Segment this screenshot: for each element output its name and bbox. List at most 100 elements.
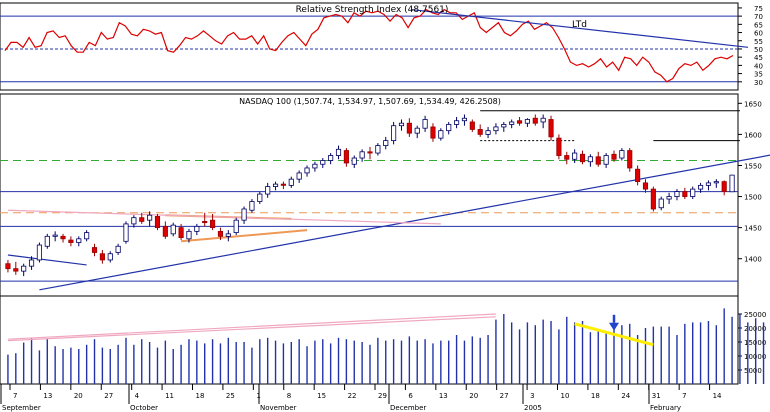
candle-body [194,225,200,232]
x-tick-label: 7 [13,392,17,400]
candle-body [674,191,680,197]
rsi-tick-label: 50 [754,46,763,54]
x-tick-label: 8 [287,392,291,400]
candle-body [60,235,66,240]
candle-body [13,268,19,272]
price-panel-frame [0,93,739,297]
x-tick-label: 18 [591,392,600,400]
candle-body [485,130,491,135]
candle-body [68,239,74,243]
candle-body [446,124,452,132]
x-tick-label: 27 [104,392,113,400]
candle-body [91,247,98,253]
candle-body [383,140,389,146]
candle-body [690,188,696,197]
volume-overlay-line [574,322,654,347]
candle-body [391,125,397,142]
x-month-label: November [260,404,297,412]
volume-tick-label: 25000 [744,311,766,319]
rsi-tick-label: 45 [754,54,763,62]
candle-body [233,219,239,234]
x-tick-label: 3 [530,392,534,400]
price-trendline [39,154,770,291]
candle-body [335,148,342,156]
x-month-label: October [130,404,158,412]
volume-panel-frame [0,295,739,385]
volume-tick-label: 5000 [744,367,762,375]
candle-body [241,208,247,221]
candle-body [461,117,468,122]
x-tick-label: 13 [439,392,448,400]
price-tick-label: 1600 [744,131,762,139]
candle-body [721,181,727,192]
x-tick-label: 6 [408,392,413,400]
candle-body [154,216,161,229]
candle-body [343,150,349,164]
candle-body [666,196,672,200]
candle-body [170,224,176,235]
candle-body [430,126,436,139]
candle-body [375,145,381,154]
candle-body [438,130,444,139]
candle-body [115,245,121,253]
candle-body [52,234,58,237]
rsi-line [4,8,734,83]
candle-body [516,120,523,124]
price-title: NASDAQ 100 (1,507.74, 1,534.97, 1,507.69… [239,97,501,106]
candle-body [76,238,82,243]
price-tick-label: 1550 [744,162,762,170]
candle-body [627,150,633,169]
rsi-tick-label: 40 [754,62,763,70]
x-tick-label: 31 [652,392,661,400]
candle-body [477,129,483,135]
candle-body [139,217,145,222]
candle-body [217,230,224,237]
candle-body [84,232,90,240]
candle-body [532,117,538,124]
candle-body [359,151,365,159]
x-tick-label: 7 [682,392,686,400]
candle-body [611,153,617,160]
candle-body [296,172,302,180]
candle-body [202,221,208,224]
x-tick-label: 22 [348,392,357,400]
candle-body [406,122,412,134]
candle-body [99,253,105,261]
candle-body [454,120,460,125]
x-tick-label: 10 [561,392,570,400]
candle-body [509,121,515,125]
price-trendline [7,209,441,225]
x-tick-label: 18 [196,392,205,400]
candle-body [635,168,641,183]
price-trendline [181,229,308,243]
x-axis: 7132027411182518152229613202731018243171… [0,384,722,412]
price-tick-label: 1450 [744,225,762,233]
rsi-tick-label: 65 [754,21,763,29]
candle-body [367,151,373,154]
rsi-tick-label: 60 [754,30,763,38]
volume-overlay-line [7,313,496,340]
candle-body [210,219,216,229]
x-tick-label: 27 [500,392,509,400]
candle-body [619,150,625,159]
x-month-label: 2005 [524,404,542,412]
candle-body [682,191,688,197]
candle-body [729,174,735,193]
candle-body [288,178,294,186]
rsi-tick-label: 70 [754,13,763,21]
rsi-trendline-label: LTd [572,20,587,30]
candle-body [493,126,499,132]
x-tick-label: 25 [226,392,235,400]
candle-body [21,265,27,272]
volume-overlay-line [7,316,496,342]
rsi-trendline [411,8,749,48]
candle-body [587,156,593,163]
price-tick-label: 1500 [744,194,762,202]
price-tick-label: 1650 [744,100,762,108]
candle-body [5,263,11,270]
candle-body [556,137,562,156]
candle-body [422,119,428,129]
candle-body [280,183,286,186]
candle-body [147,214,153,221]
